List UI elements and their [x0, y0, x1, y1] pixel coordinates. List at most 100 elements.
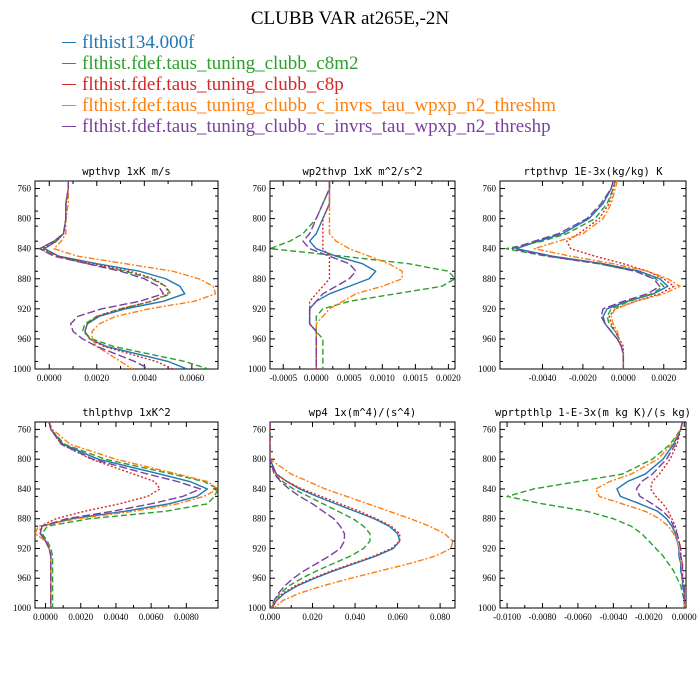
plot-frame: [34, 421, 219, 609]
x-tick-label: -0.0060: [564, 612, 592, 622]
x-tick-label: 0.020: [302, 612, 323, 622]
x-tick-label: -0.0040: [599, 612, 627, 622]
y-tick-label: 1000: [248, 603, 267, 613]
x-tick-label: 0.0000: [304, 373, 329, 383]
series-line: [270, 181, 455, 369]
y-tick-label: 760: [253, 424, 267, 434]
y-tick-label: 840: [483, 484, 497, 494]
x-tick-label: 0.0020: [84, 373, 109, 383]
y-tick-label: 960: [483, 573, 497, 583]
y-tick-label: 760: [253, 184, 267, 194]
x-tick-label: 0.0020: [436, 373, 461, 383]
x-tick-label: 0.0060: [179, 373, 204, 383]
y-tick-label: 840: [483, 244, 497, 254]
y-tick-label: 880: [18, 514, 32, 524]
x-tick-label: 0.0060: [139, 612, 164, 622]
series-line: [270, 422, 346, 608]
x-tick-label: 0.0040: [104, 612, 129, 622]
legend-entry: flthist.fdef.taus_tuning_clubb_c_invrs_t…: [62, 116, 556, 137]
panel-title: wp2thvp 1xK m^2/s^2: [302, 166, 422, 178]
series-line: [53, 181, 217, 369]
x-tick-label: 0.0000: [33, 612, 58, 622]
y-tick-label: 1000: [13, 603, 32, 613]
x-tick-label: 0.0040: [132, 373, 157, 383]
series-group: [39, 181, 217, 369]
y-tick-label: 880: [483, 514, 497, 524]
series-group: [506, 422, 685, 608]
x-tick-label: 0.0005: [337, 373, 362, 383]
series-line: [533, 181, 681, 369]
legend-entry: flthist134.000f: [62, 32, 556, 53]
series-line: [270, 422, 401, 608]
plot-frame: [499, 421, 687, 609]
x-tick-label: 0.0000: [672, 612, 697, 622]
series-line: [594, 422, 685, 608]
x-tick-label: -0.0020: [635, 612, 663, 622]
y-tick-label: 760: [483, 424, 497, 434]
y-tick-label: 880: [253, 274, 267, 284]
y-tick-label: 1000: [13, 364, 32, 374]
y-tick-label: 960: [253, 573, 267, 583]
series-line: [41, 181, 174, 369]
y-tick-label: 920: [483, 304, 497, 314]
series-line: [270, 422, 454, 608]
panel-title: wprtpthlp 1-E-3x(m kg K)/(s kg): [495, 407, 691, 419]
chart-panel: wpthvp 1xK m/s 760 800 840 880 920 960 1000 0.00…: [13, 166, 219, 383]
y-tick-label: 800: [18, 454, 32, 464]
x-tick-label: 0.0015: [403, 373, 428, 383]
legend-label: flthist.fdef.taus_tuning_clubb_c8m2: [82, 53, 359, 74]
y-tick-label: 840: [253, 484, 267, 494]
y-tick-label: 880: [253, 514, 267, 524]
chart-panel: thlpthvp 1xK^276080084088092096010000.00…: [13, 407, 219, 622]
series-line: [505, 181, 665, 369]
x-tick-label: -0.0005: [269, 373, 297, 383]
x-tick-label: 0.0000: [611, 373, 636, 383]
legend-label: flthist.fdef.taus_tuning_clubb_c_invrs_t…: [82, 95, 556, 116]
x-tick-label: -0.0100: [493, 612, 521, 622]
legend-swatch: [62, 42, 76, 43]
y-tick-label: 960: [253, 334, 267, 344]
panel-title: wp4 1x(m^4)/(s^4): [309, 407, 416, 419]
chart-panel: rtpthvp 1E-3x(kg/kg) K 760 800 840 880 920 960…: [478, 166, 687, 383]
legend-label: flthist.fdef.taus_tuning_clubb_c8p: [82, 74, 344, 95]
series-line: [315, 181, 403, 369]
x-tick-label: -0.0080: [529, 612, 557, 622]
y-tick-label: 880: [483, 274, 497, 284]
series-group: [505, 181, 681, 369]
x-tick-label: 0.080: [430, 612, 451, 622]
x-tick-label: 0.040: [345, 612, 366, 622]
series-line: [39, 181, 165, 369]
y-tick-label: 960: [18, 573, 32, 583]
y-tick-label: 880: [18, 274, 32, 284]
chart-panel: wp2thvp 1xK m^2/s^2 760 800 840 880 920 960 100…: [248, 166, 461, 383]
legend-swatch: [62, 84, 76, 85]
series-group: [270, 181, 455, 369]
y-tick-label: 1000: [478, 364, 497, 374]
plot-frame: [269, 421, 456, 609]
x-tick-label: 0.0020: [651, 373, 676, 383]
panel-title: thlpthvp 1xK^2: [82, 407, 171, 419]
y-tick-label: 960: [483, 334, 497, 344]
panel-title: wpthvp 1xK m/s: [82, 166, 171, 178]
x-tick-label: -0.0020: [569, 373, 597, 383]
x-tick-label: -0.0040: [529, 373, 557, 383]
legend-entry: flthist.fdef.taus_tuning_clubb_c8m2: [62, 53, 556, 74]
chart-panel: wp4 1x(m^4)/(s^4) 760 800 840 880 920 960 1000 0…: [248, 407, 456, 622]
legend-entry: flthist.fdef.taus_tuning_clubb_c8p: [62, 74, 556, 95]
x-tick-label: 0.0000: [37, 373, 62, 383]
y-tick-label: 920: [18, 543, 32, 553]
series-line: [39, 181, 209, 369]
y-tick-label: 920: [253, 304, 267, 314]
legend-label: flthist.fdef.taus_tuning_clubb_c_invrs_t…: [82, 116, 551, 137]
y-tick-label: 920: [253, 543, 267, 553]
y-tick-label: 840: [18, 244, 32, 254]
series-line: [270, 422, 401, 608]
legend-entry: flthist.fdef.taus_tuning_clubb_c_invrs_t…: [62, 95, 556, 116]
plot-frame: [269, 180, 456, 370]
y-tick-label: 800: [253, 454, 267, 464]
y-tick-label: 1000: [248, 364, 267, 374]
plot-frame: [34, 180, 219, 370]
y-tick-label: 760: [483, 184, 497, 194]
series-line: [308, 181, 377, 369]
